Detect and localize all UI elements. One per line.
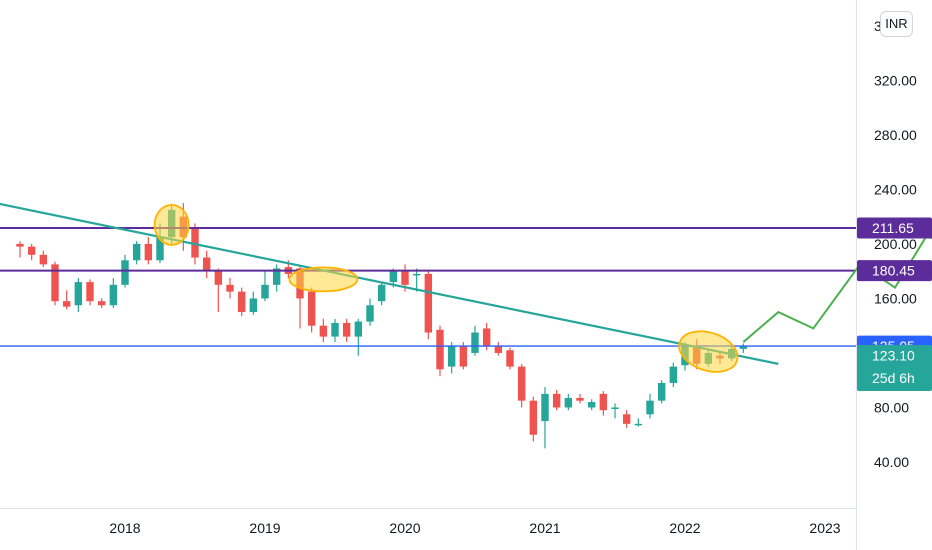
candle-body [482, 328, 491, 347]
candle-body [121, 260, 129, 285]
price-tag-label: 180.45 [872, 263, 915, 279]
candle-body [459, 346, 468, 367]
candle-body [436, 329, 444, 370]
candle-body [97, 301, 106, 306]
price-tag [857, 260, 932, 282]
highlight-ellipse[interactable] [288, 266, 359, 293]
candle-body [109, 284, 118, 306]
currency-button[interactable]: INR [880, 11, 913, 37]
candle-body [424, 273, 433, 333]
price-tag-countdown: 25d 6h [872, 370, 915, 386]
y-tick-label: 320.00 [874, 72, 917, 88]
candle-body [86, 282, 94, 302]
price-tag-label: 123.10 [872, 348, 915, 364]
candle-body [202, 257, 211, 272]
highlight-ellipse[interactable] [153, 203, 190, 246]
candle-body [331, 322, 339, 337]
candle-body [51, 264, 59, 302]
price-tag [857, 345, 932, 392]
candle-body [389, 271, 398, 283]
candle-body [576, 397, 584, 401]
candle-body [62, 301, 71, 307]
x-tick-label: 2020 [389, 520, 420, 536]
candle-body [27, 246, 36, 255]
y-tick-label: 40.00 [874, 454, 909, 470]
candle-body [541, 393, 549, 422]
candle-body [132, 243, 141, 261]
x-tick-label: 2019 [249, 520, 280, 536]
y-tick-label: 160.00 [874, 290, 917, 306]
candle-body [319, 325, 328, 337]
x-tick-label: 2018 [109, 520, 140, 536]
candle-body [506, 350, 514, 367]
candle-body [191, 227, 199, 258]
candle-body [669, 366, 678, 383]
candle-body [634, 423, 643, 426]
candle-body [237, 291, 246, 313]
candle-body [552, 393, 561, 408]
candle-body [366, 305, 374, 322]
candle-body [529, 400, 538, 435]
x-tick-label: 2023 [809, 520, 840, 536]
candle-body [144, 243, 153, 261]
candle-body [622, 414, 631, 424]
candle-body [214, 271, 223, 285]
candle-body [646, 400, 654, 415]
x-tick-label: 2022 [669, 520, 700, 536]
candle-body [564, 397, 573, 408]
candle-body [74, 282, 83, 306]
candle-body [587, 402, 596, 408]
candle-body [401, 271, 409, 285]
candle-body [307, 291, 316, 326]
candle-body [272, 268, 281, 285]
candle-body [39, 254, 48, 265]
candle-body [156, 237, 164, 261]
y-tick-label: 280.00 [874, 127, 917, 143]
candle-body [611, 407, 619, 409]
candle-body [226, 284, 234, 292]
candle-body [471, 332, 479, 353]
candle-body [354, 321, 363, 337]
candle-body [342, 322, 351, 337]
y-tick-label: 240.00 [874, 181, 917, 197]
candle-body [739, 346, 748, 349]
candle-body [249, 298, 258, 313]
candle-body [377, 284, 386, 302]
highlight-ellipse[interactable] [674, 324, 743, 379]
candle-body [494, 346, 503, 353]
candle-body [447, 346, 456, 367]
candle-body [412, 273, 421, 276]
candle-body [261, 284, 269, 299]
y-tick-label: 80.00 [874, 399, 909, 415]
candle-body [16, 243, 24, 247]
candle-body [599, 393, 608, 411]
price-tag-label: 211.65 [872, 220, 914, 236]
x-tick-label: 2021 [529, 520, 560, 536]
trendline[interactable] [0, 195, 779, 365]
y-tick-label: 3 [874, 18, 882, 34]
candle-body [657, 382, 666, 401]
price-tag [857, 217, 932, 239]
y-tick-label: 200.00 [874, 236, 917, 252]
candle-body [517, 366, 526, 401]
